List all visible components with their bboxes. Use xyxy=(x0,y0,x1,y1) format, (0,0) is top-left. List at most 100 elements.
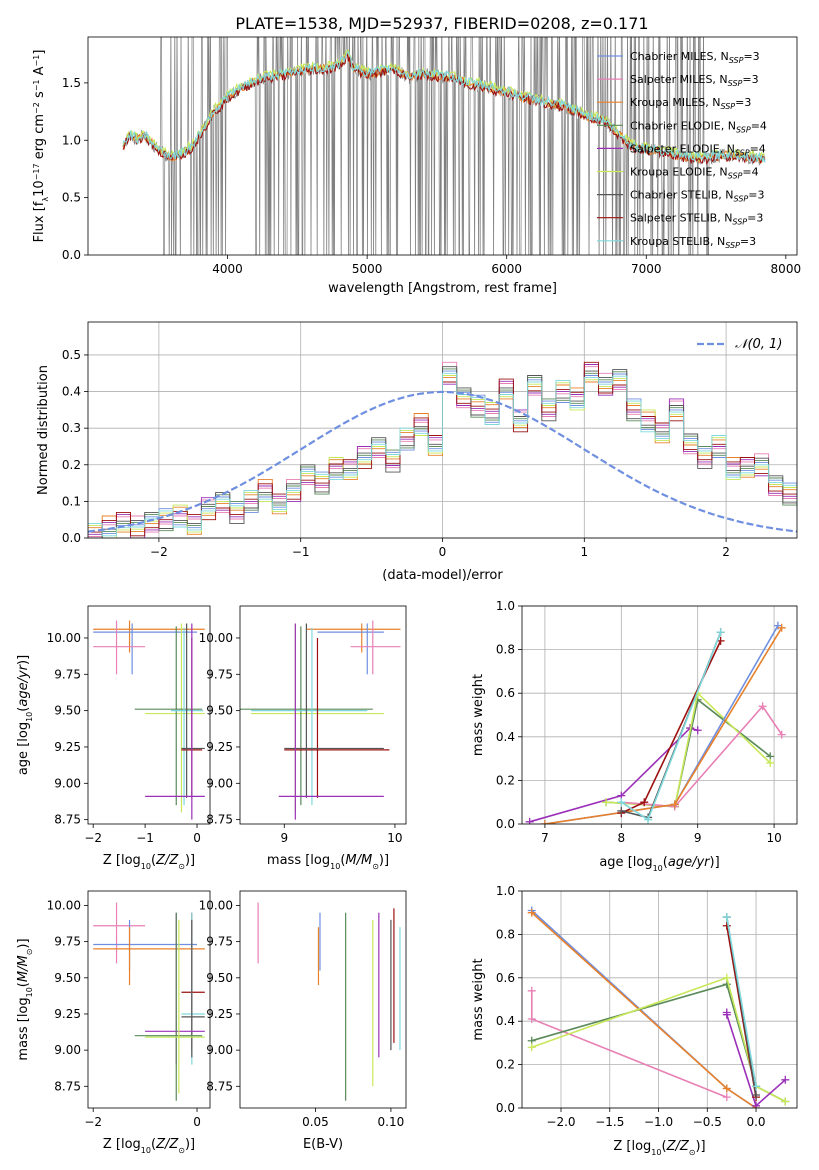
y-tick-label: 9.25 xyxy=(206,1007,233,1021)
x-tick-label: −2.0 xyxy=(546,1115,575,1129)
y-tick-label: 10.00 xyxy=(199,631,233,645)
series-marker xyxy=(527,986,536,995)
series-marker xyxy=(777,730,786,739)
x-tick-label: 5000 xyxy=(352,262,383,276)
series-marker xyxy=(752,1090,761,1099)
x-tick-label: 1 xyxy=(580,545,588,559)
x-axis-label: Z [log10(Z/Z⊙)] xyxy=(613,1139,705,1157)
series-marker xyxy=(752,1082,761,1091)
legend-label: Kroupa ELODIE, NSSP=4 xyxy=(630,166,759,181)
weight-lines xyxy=(527,906,790,1108)
x-tick-label: 0.05 xyxy=(302,1115,329,1129)
y-tick-label: 0.4 xyxy=(496,1014,515,1028)
y-tick-label: 0.4 xyxy=(496,730,515,744)
series-line xyxy=(531,909,757,1108)
panel-mass-vs-Z: −2 0 8.75 9.00 9.25 9.50 9.75 10.00 Z [log10(Z/Z… xyxy=(16,890,211,1155)
y-tick-label: 9.50 xyxy=(206,971,233,985)
y-tick-label: 10.00 xyxy=(47,631,81,645)
legend-label: Chabrier STELIB, NSSP=3 xyxy=(630,189,764,204)
x-tick-label: 7000 xyxy=(631,262,662,276)
series-marker xyxy=(722,913,731,922)
series-line xyxy=(620,640,722,814)
series-marker xyxy=(617,806,626,815)
y-axis-label: age [log10(age/yr)] xyxy=(16,655,34,775)
y-tick-label: 9.50 xyxy=(206,704,233,718)
x-tick-label: 0 xyxy=(439,545,447,559)
y-tick-label: 0.2 xyxy=(496,773,515,787)
y-tick-label: 1.0 xyxy=(496,599,515,613)
histogram-kroupa-miles xyxy=(88,377,797,535)
errorbars xyxy=(93,902,205,1101)
y-tick-label: 9.00 xyxy=(54,1043,81,1057)
y-tick-label: 8.75 xyxy=(54,1079,81,1093)
x-tick-label: 8000 xyxy=(771,262,802,276)
series-marker xyxy=(766,758,775,767)
x-axis-label: Z [log10(Z/Z⊙)] xyxy=(103,1137,195,1155)
panel-spectrum: 4000 5000 6000 7000 8000 0.0 0.5 1.0 1.5 Chabrier… xyxy=(32,36,802,296)
y-tick-label: 0.0 xyxy=(62,531,81,545)
legend-label: Chabrier MILES, NSSP=3 xyxy=(630,50,760,65)
model-spectrum xyxy=(122,50,766,163)
errorbars xyxy=(240,620,401,820)
y-tick-label: 10.00 xyxy=(199,898,233,912)
series-marker xyxy=(527,908,536,917)
y-axis-label: Normed distribution xyxy=(36,365,51,495)
x-axis-label: mass [log10(M/M⊙)] xyxy=(267,853,389,871)
y-axis-label: Flux [fλ10−17 erg cm−2 s−1 A−1] xyxy=(32,50,50,243)
series-marker xyxy=(722,1084,731,1093)
y-tick-label: 9.00 xyxy=(54,776,81,790)
y-tick-label: 9.00 xyxy=(206,1043,233,1057)
y-tick-label: 9.50 xyxy=(54,971,81,985)
y-axis-label: mass [log10(M/M⊙)] xyxy=(16,938,34,1060)
x-axis-label: E(B-V) xyxy=(303,1137,343,1152)
x-tick-label: 10 xyxy=(766,831,781,845)
series-marker xyxy=(527,1043,536,1052)
y-tick-label: 8.75 xyxy=(206,813,233,827)
series-marker xyxy=(617,798,626,807)
legend-label: Chabrier ELODIE, NSSP=4 xyxy=(630,119,767,134)
x-axis-label: Z [log10(Z/Z⊙)] xyxy=(103,853,195,871)
y-tick-label: 0.0 xyxy=(496,1101,515,1115)
series-line xyxy=(621,631,722,819)
x-tick-label: −1 xyxy=(136,831,154,845)
x-tick-label: 9 xyxy=(694,831,702,845)
y-tick-label: 0.3 xyxy=(62,421,81,435)
x-tick-label: −1.5 xyxy=(595,1115,624,1129)
y-tick-label: 10.00 xyxy=(47,898,81,912)
y-tick-label: 9.25 xyxy=(54,1007,81,1021)
legend-label: Salpeter MILES, NSSP=3 xyxy=(630,73,759,88)
x-tick-label: −1 xyxy=(292,545,310,559)
series-line xyxy=(531,912,757,1108)
y-tick-label: 9.75 xyxy=(54,935,81,949)
histogram-salpeter-miles xyxy=(88,361,797,537)
weight-lines xyxy=(525,621,786,824)
y-tick-label: 0.6 xyxy=(496,686,515,700)
series-marker xyxy=(781,1075,790,1084)
y-tick-label: 1.0 xyxy=(496,884,515,898)
series-marker xyxy=(525,817,534,824)
series-marker xyxy=(527,1015,536,1024)
series-line xyxy=(544,625,779,824)
x-tick-label: 0 xyxy=(193,831,201,845)
y-tick-label: 9.25 xyxy=(206,740,233,754)
x-axis-label: age [log10(age/yr)] xyxy=(599,855,719,873)
spectrum-lines xyxy=(122,37,766,255)
normal-curve xyxy=(88,390,797,533)
x-tick-label: 4000 xyxy=(212,262,243,276)
x-tick-label: −2 xyxy=(84,1115,102,1129)
series-marker xyxy=(777,623,786,632)
series-marker xyxy=(722,1010,731,1019)
y-axis-label: mass weight xyxy=(471,958,486,1040)
x-tick-label: 0 xyxy=(193,1115,201,1129)
x-tick-label: −1.0 xyxy=(644,1115,673,1129)
series-line xyxy=(531,976,786,1103)
x-tick-label: −2 xyxy=(84,831,102,845)
y-tick-label: 8.75 xyxy=(206,1079,233,1093)
series-line xyxy=(726,916,757,1087)
x-tick-label: −2 xyxy=(150,545,168,559)
y-tick-label: 0.2 xyxy=(496,1058,515,1072)
x-axis-label: (data-model)/error xyxy=(382,568,503,583)
axes-frame xyxy=(87,321,798,539)
y-tick-label: 9.50 xyxy=(54,704,81,718)
